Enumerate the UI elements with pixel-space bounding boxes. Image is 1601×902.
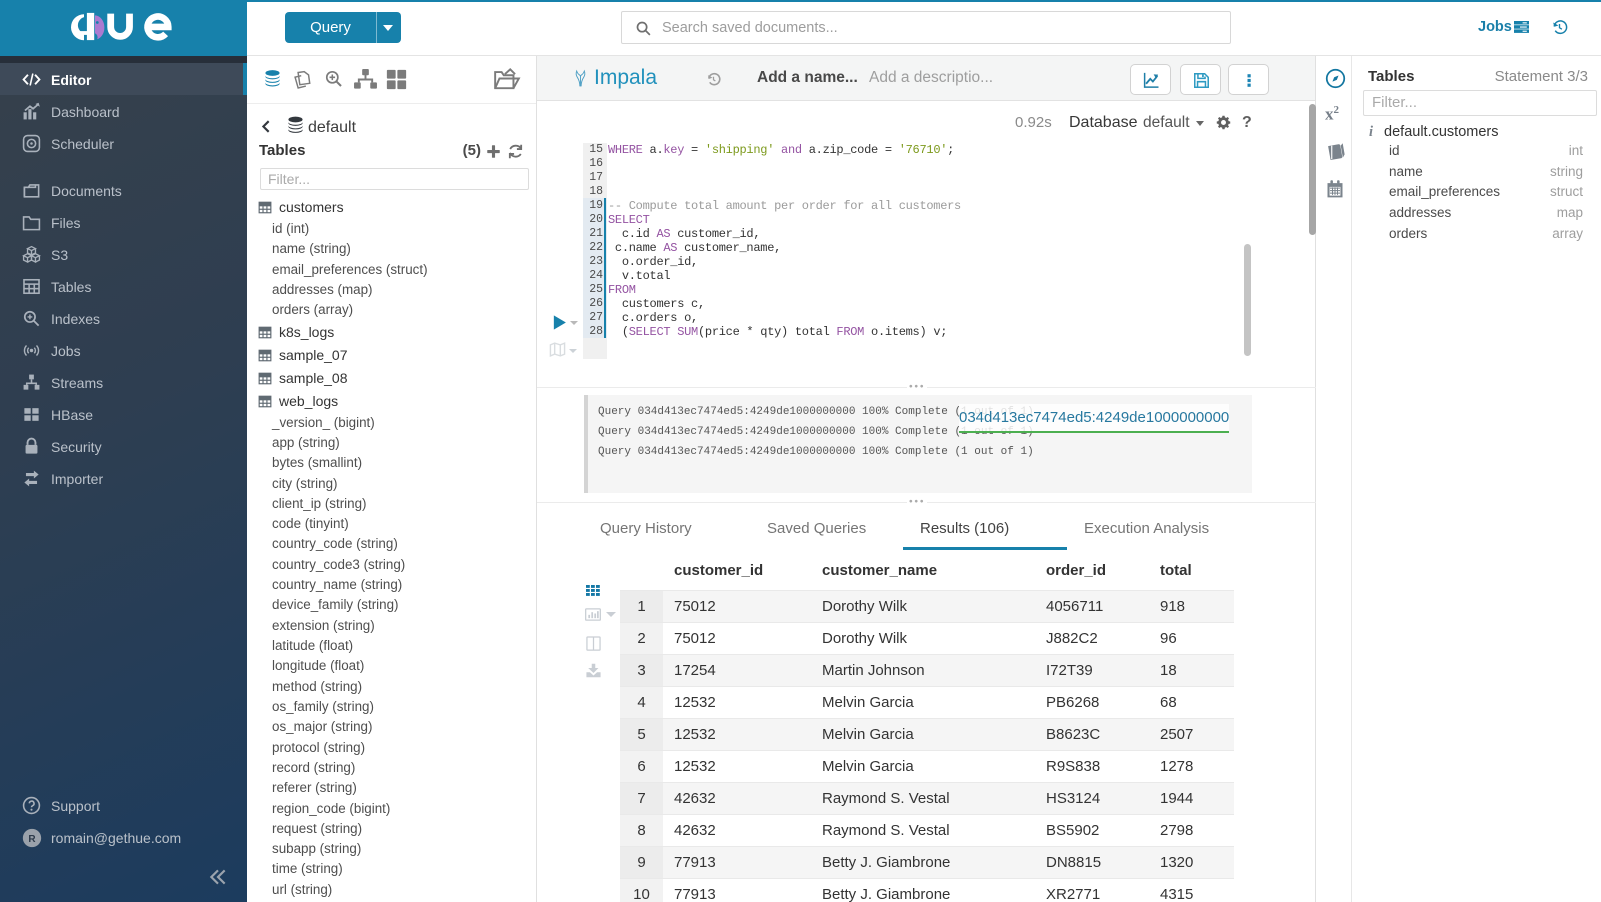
- svg-text:R: R: [28, 834, 36, 845]
